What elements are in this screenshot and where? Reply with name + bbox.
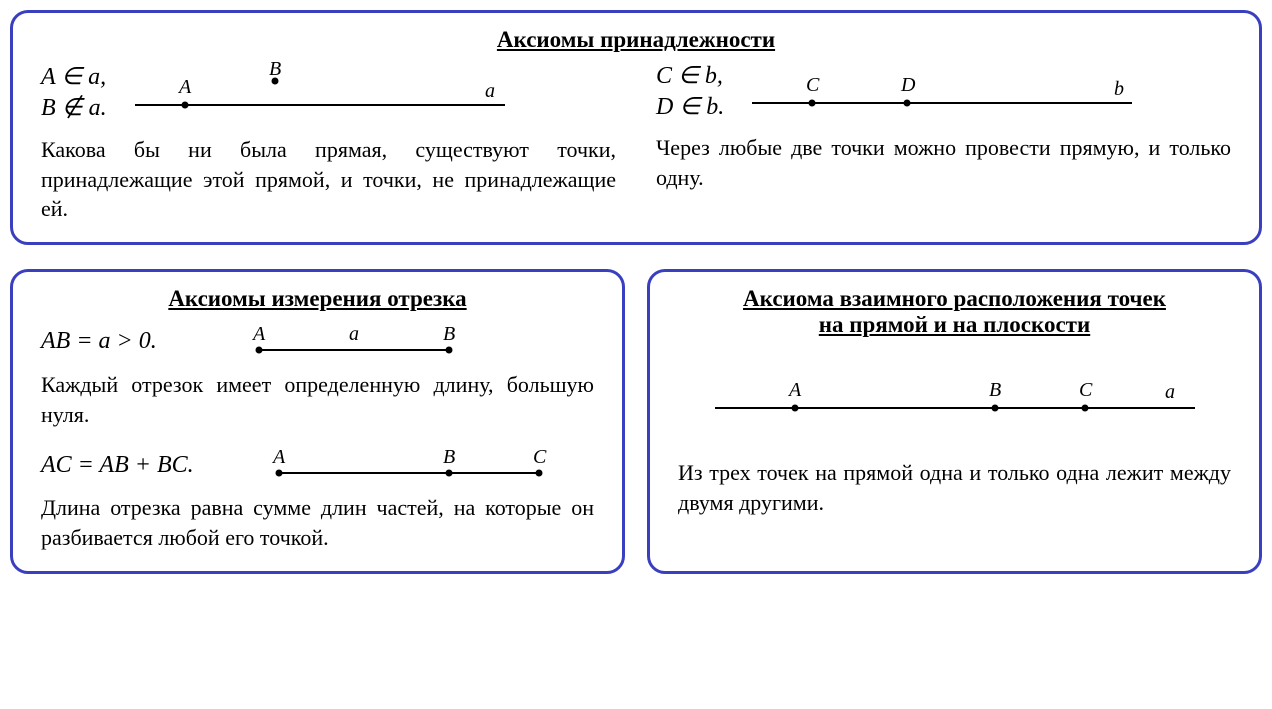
card-points-position-axiom: Аксиома взаимного расположения точек на … bbox=[647, 269, 1262, 574]
card2-part1-text: Каждый отрезок имеет определенную длину,… bbox=[41, 370, 594, 429]
diagram-line-b: C D b bbox=[742, 65, 1142, 119]
expr-ac-eq-ab-bc: AC = AB + BC. bbox=[41, 450, 241, 481]
point-label-B3: B bbox=[443, 446, 455, 468]
card2-part2-text: Длина отрезка равна сумме длин частей, н… bbox=[41, 493, 594, 552]
card1-right-text: Через любые две точки можно провести пря… bbox=[656, 133, 1231, 192]
expr-b-notin-a: B ∉ a. bbox=[41, 93, 107, 124]
card-membership-axioms: Аксиомы принадлежности A ∈ a, B ∉ a. A B… bbox=[10, 10, 1262, 245]
expr-d-in-b: D ∈ b. bbox=[656, 92, 724, 123]
diagram-segment-abc: A B C bbox=[259, 443, 559, 487]
point-label-C3: C bbox=[533, 446, 547, 468]
card-segment-measure-axioms: Аксиомы измерения отрезка AB = a > 0. A … bbox=[10, 269, 625, 574]
point-label-B2: B bbox=[443, 323, 455, 345]
diagram-segment-ab: A B a bbox=[239, 320, 469, 364]
point-label-D: D bbox=[900, 74, 916, 96]
line-label-a: a bbox=[485, 80, 495, 102]
card2-part2-row: AC = AB + BC. A B C bbox=[41, 443, 594, 487]
point-label-A4: A bbox=[787, 379, 802, 401]
card3-diagram-wrap: A B C a bbox=[678, 368, 1231, 424]
card1-right-row: C ∈ b, D ∈ b. C D b bbox=[656, 61, 1231, 123]
expr-ab-eq-a: AB = a > 0. bbox=[41, 326, 221, 357]
point-label-A3: A bbox=[271, 446, 286, 468]
card1-right: C ∈ b, D ∈ b. C D b Через любые две точк… bbox=[656, 61, 1231, 224]
point-label-B: B bbox=[269, 61, 281, 80]
line-label-b: b bbox=[1114, 78, 1124, 100]
card1-right-expr: C ∈ b, D ∈ b. bbox=[656, 61, 724, 123]
diagram-line-abc: A B C a bbox=[695, 368, 1215, 424]
expr-a-in-a: A ∈ a, bbox=[41, 62, 107, 93]
point-label-C: C bbox=[806, 74, 820, 96]
card3-text: Из трех точек на прямой одна и только од… bbox=[678, 458, 1231, 517]
card1-left-row: A ∈ a, B ∉ a. A B a bbox=[41, 61, 616, 125]
card1-title: Аксиомы принадлежности bbox=[41, 27, 1231, 53]
point-label-B4: B bbox=[989, 379, 1001, 401]
diagram-line-a: A B a bbox=[125, 61, 515, 125]
point-label-A: A bbox=[177, 76, 192, 98]
card1-left: A ∈ a, B ∉ a. A B a Какова бы ни была пр… bbox=[41, 61, 616, 224]
point-label-C4: C bbox=[1079, 379, 1093, 401]
point-label-A2: A bbox=[251, 323, 266, 345]
card3-title-line2: на прямой и на плоскости bbox=[678, 312, 1231, 338]
card2-title: Аксиомы измерения отрезка bbox=[41, 286, 594, 312]
card3-title-line1: Аксиома взаимного расположения точек bbox=[678, 286, 1231, 312]
card1-left-expr: A ∈ a, B ∉ a. bbox=[41, 62, 107, 124]
seg-label-a: a bbox=[349, 323, 359, 345]
card1-left-text: Какова бы ни была прямая, существуют точ… bbox=[41, 135, 616, 224]
bottom-row: Аксиомы измерения отрезка AB = a > 0. A … bbox=[10, 269, 1262, 574]
expr-c-in-b: C ∈ b, bbox=[656, 61, 724, 92]
card2-part1-row: AB = a > 0. A B a bbox=[41, 320, 594, 364]
card1-columns: A ∈ a, B ∉ a. A B a Какова бы ни была пр… bbox=[41, 61, 1231, 224]
line-label-a2: a bbox=[1165, 381, 1175, 403]
